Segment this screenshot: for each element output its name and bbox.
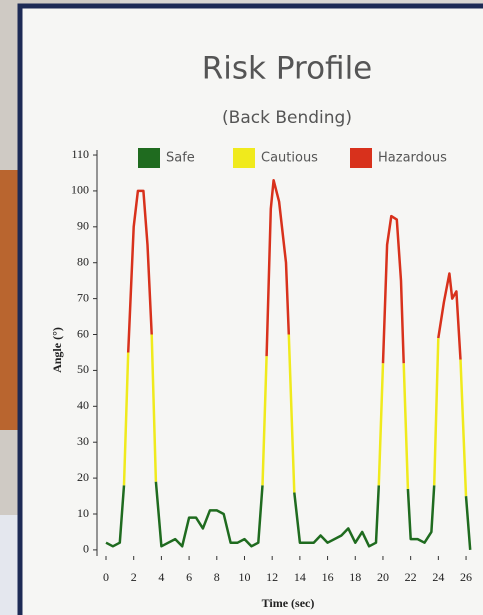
x-tick-label: 10 [238, 570, 250, 584]
legend-label: Cautious [261, 151, 318, 166]
chart-title: Risk Profile [202, 51, 373, 87]
chart: Risk Profile (Back Bending) Time (sec) A… [0, 0, 483, 615]
legend-swatch [350, 148, 372, 168]
y-tick-label: 40 [77, 398, 89, 412]
y-tick-label: 80 [77, 254, 89, 268]
legend-label: Hazardous [378, 151, 447, 166]
y-tick-label: 100 [71, 183, 89, 197]
y-tick-label: 110 [71, 147, 89, 161]
chart-subtitle: (Back Bending) [222, 108, 352, 128]
legend-label: Safe [166, 151, 195, 166]
x-tick-label: 20 [377, 570, 389, 584]
x-tick-label: 24 [432, 570, 444, 584]
x-tick-label: 6 [186, 570, 192, 584]
x-tick-label: 12 [266, 570, 278, 584]
x-tick-label: 8 [214, 570, 220, 584]
y-axis-title: Angle (°) [50, 327, 64, 373]
page: Risk Profile (Back Bending) Time (sec) A… [0, 0, 483, 615]
y-tick-label: 60 [77, 326, 89, 340]
slide-panel [20, 6, 483, 615]
x-tick-label: 0 [103, 570, 109, 584]
y-tick-label: 70 [77, 290, 89, 304]
x-tick-label: 4 [158, 570, 164, 584]
x-tick-label: 2 [131, 570, 137, 584]
x-axis-title: Time (sec) [262, 596, 315, 610]
x-tick-label: 18 [349, 570, 361, 584]
y-tick-label: 10 [77, 506, 89, 520]
y-tick-label: 50 [77, 362, 89, 376]
legend-swatch [233, 148, 255, 168]
x-tick-label: 26 [460, 570, 472, 584]
x-tick-label: 14 [294, 570, 306, 584]
y-tick-label: 0 [83, 542, 89, 556]
x-tick-label: 22 [405, 570, 417, 584]
legend-swatch [138, 148, 160, 168]
y-tick-label: 20 [77, 470, 89, 484]
x-tick-label: 16 [322, 570, 334, 584]
y-tick-label: 30 [77, 434, 89, 448]
y-tick-label: 90 [77, 219, 89, 233]
